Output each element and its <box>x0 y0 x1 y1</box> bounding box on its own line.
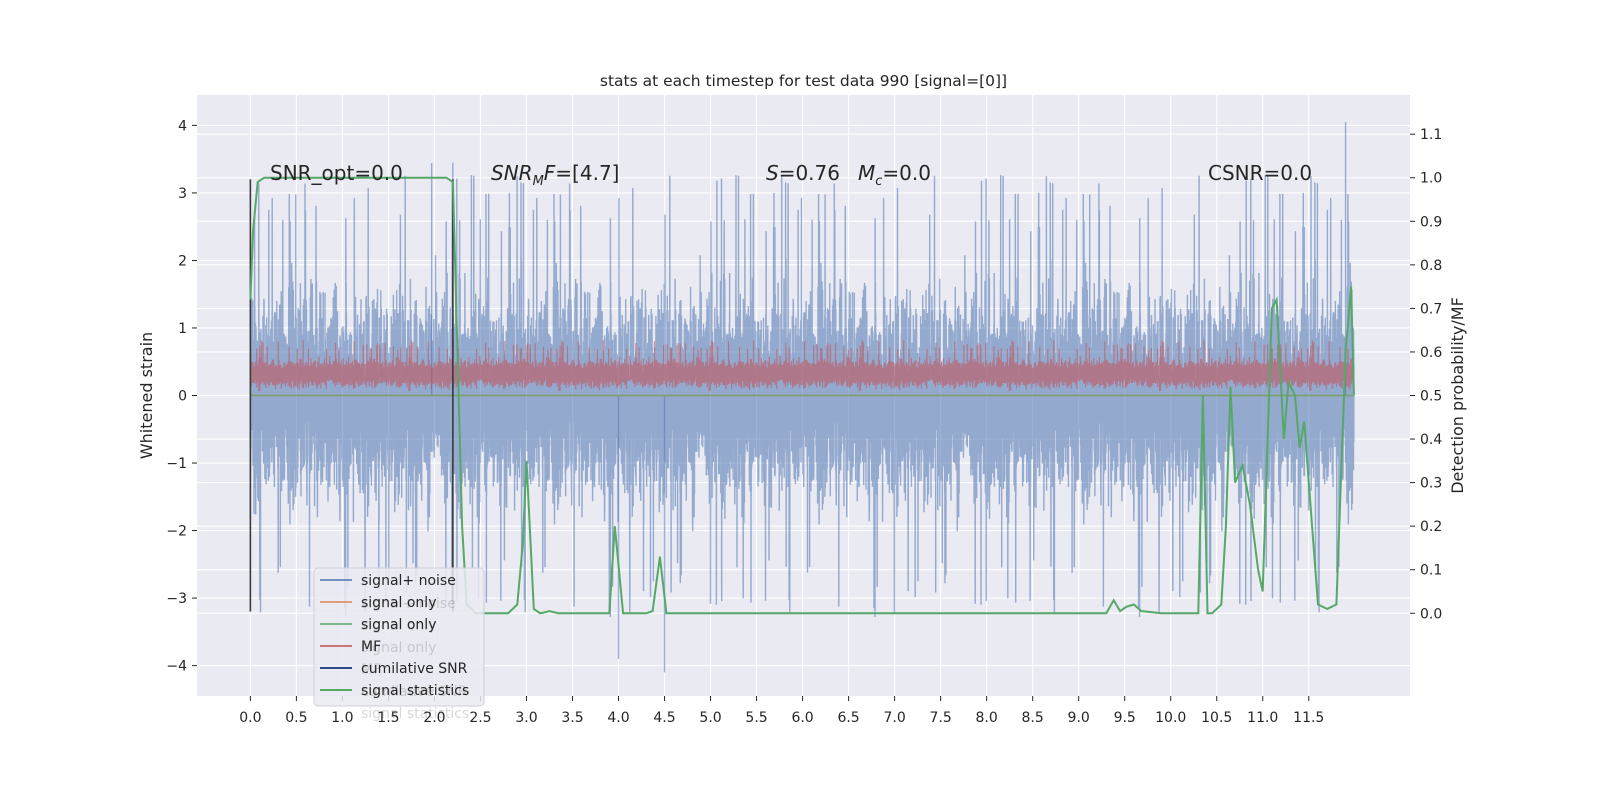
x-tick-label: 2.0 <box>423 710 445 726</box>
x-tick-label: 5.0 <box>699 710 721 726</box>
ticks: 0.0 0.5 1.0 1.5 2.0 2.5 3.0 3.5 4.0 4.5 5.0 5.5 6.0 6… <box>166 118 1442 726</box>
y2-tick-label: 0.9 <box>1420 214 1442 230</box>
y-tick-label: 2 <box>178 253 187 269</box>
legend-ghost-label: signal only <box>361 640 436 656</box>
annotation-mc-value: =0.0 <box>882 161 931 185</box>
x-tick-label: 4.5 <box>653 710 675 726</box>
annotation-csnr: CSNR=0.0 <box>1208 161 1312 185</box>
x-tick-label: 8.0 <box>976 710 998 726</box>
y-tick-label: 1 <box>178 321 187 337</box>
x-tick-label: 7.0 <box>883 710 905 726</box>
x-tick-label: 1.5 <box>377 710 399 726</box>
legend-label: cumilative SNR <box>361 661 468 677</box>
legend-ghost-label: cumilative SNR <box>361 684 468 700</box>
legend-ghost-label: MF <box>361 662 381 678</box>
legend-label: signal only <box>361 617 436 633</box>
y2-axis-label: Detection probability/MF <box>1448 297 1467 494</box>
legend-ghost-label: signal only <box>361 618 436 634</box>
x-tick-label: 11.0 <box>1247 710 1278 726</box>
legend-label: MF <box>361 639 381 655</box>
y2-tick-label: 0.2 <box>1420 519 1442 535</box>
x-tick-label: 1.0 <box>331 710 353 726</box>
x-tick-label: 11.5 <box>1293 710 1324 726</box>
annotation-snr-mf-value: =[4.7] <box>555 161 619 185</box>
y2-tick-label: 0.3 <box>1420 476 1442 492</box>
y-tick-label: −4 <box>166 659 187 675</box>
legend-label: signal statistics <box>361 683 469 699</box>
annotation-s: S=0.76 <box>766 161 840 185</box>
series-signal-plus-noise <box>249 175 1355 618</box>
y2-tick-label: 1.0 <box>1420 171 1442 187</box>
x-tick-label: 2.5 <box>469 710 491 726</box>
y2-tick-label: 0.4 <box>1420 432 1442 448</box>
annotation-mc: Mc=0.0 <box>858 161 931 189</box>
annotation-snr-opt: SNR_opt=0.0 <box>270 161 403 185</box>
y-tick-label: −2 <box>166 524 187 540</box>
legend-box <box>313 567 485 707</box>
annotation-snr-mf-italic: F <box>544 161 556 185</box>
y-tick-label: 4 <box>178 118 187 134</box>
annotation-mc-main: M <box>858 161 875 185</box>
legend-label: signal only <box>361 595 436 611</box>
annotation-mc-sub: c <box>875 174 882 189</box>
x-tick-label: 5.5 <box>745 710 767 726</box>
annotations: SNR_opt=0.0 SNRMF=[4.7] S=0.76 Mc=0.0 CS… <box>270 161 1312 189</box>
y-tick-label: −1 <box>166 456 187 472</box>
x-tick-label: 0.5 <box>285 710 307 726</box>
x-tick-label: 10.5 <box>1201 710 1232 726</box>
y2-tick-label: 0.5 <box>1420 389 1442 405</box>
y-tick-label: 0 <box>178 389 187 405</box>
y2-tick-label: 0.8 <box>1420 258 1442 274</box>
legend-ghost-label: signal statistics <box>361 706 469 722</box>
series-mf <box>249 340 1355 392</box>
annotation-snr-mf-main: SNR <box>491 161 533 185</box>
y2-tick-label: 0.1 <box>1420 563 1442 579</box>
x-tick-label: 9.0 <box>1068 710 1090 726</box>
series-layer <box>249 122 1355 673</box>
legend-ghost-label: signal+ noise <box>361 596 456 612</box>
x-tick-label: 9.5 <box>1114 710 1136 726</box>
x-tick-label: 7.5 <box>929 710 951 726</box>
x-tick-label: 6.5 <box>837 710 859 726</box>
y-tick-label: −3 <box>166 591 187 607</box>
legend-label: signal+ noise <box>361 573 456 589</box>
x-tick-label: 0.0 <box>239 710 261 726</box>
x-tick-label: 3.0 <box>515 710 537 726</box>
x-tick-label: 4.0 <box>607 710 629 726</box>
x-tick-label: 6.0 <box>791 710 813 726</box>
chart-title: stats at each timestep for test data 990… <box>600 72 1007 90</box>
y2-tick-label: 0.6 <box>1420 345 1442 361</box>
annotation-snr-mf-sub: M <box>533 174 544 189</box>
y2-tick-label: 1.1 <box>1420 127 1442 143</box>
y2-tick-label: 0.7 <box>1420 301 1442 317</box>
annotation-snr-mf: SNRMF=[4.7] <box>491 161 619 189</box>
annotation-s-value: =0.76 <box>779 161 840 185</box>
y2-tick-label: 0.0 <box>1420 606 1442 622</box>
annotation-s-label: S <box>766 161 779 185</box>
y-tick-label: 3 <box>178 186 187 202</box>
x-tick-label: 3.5 <box>561 710 583 726</box>
x-tick-label: 8.5 <box>1022 710 1044 726</box>
y-axis-label: Whitened strain <box>137 332 156 459</box>
x-tick-label: 10.0 <box>1155 710 1186 726</box>
